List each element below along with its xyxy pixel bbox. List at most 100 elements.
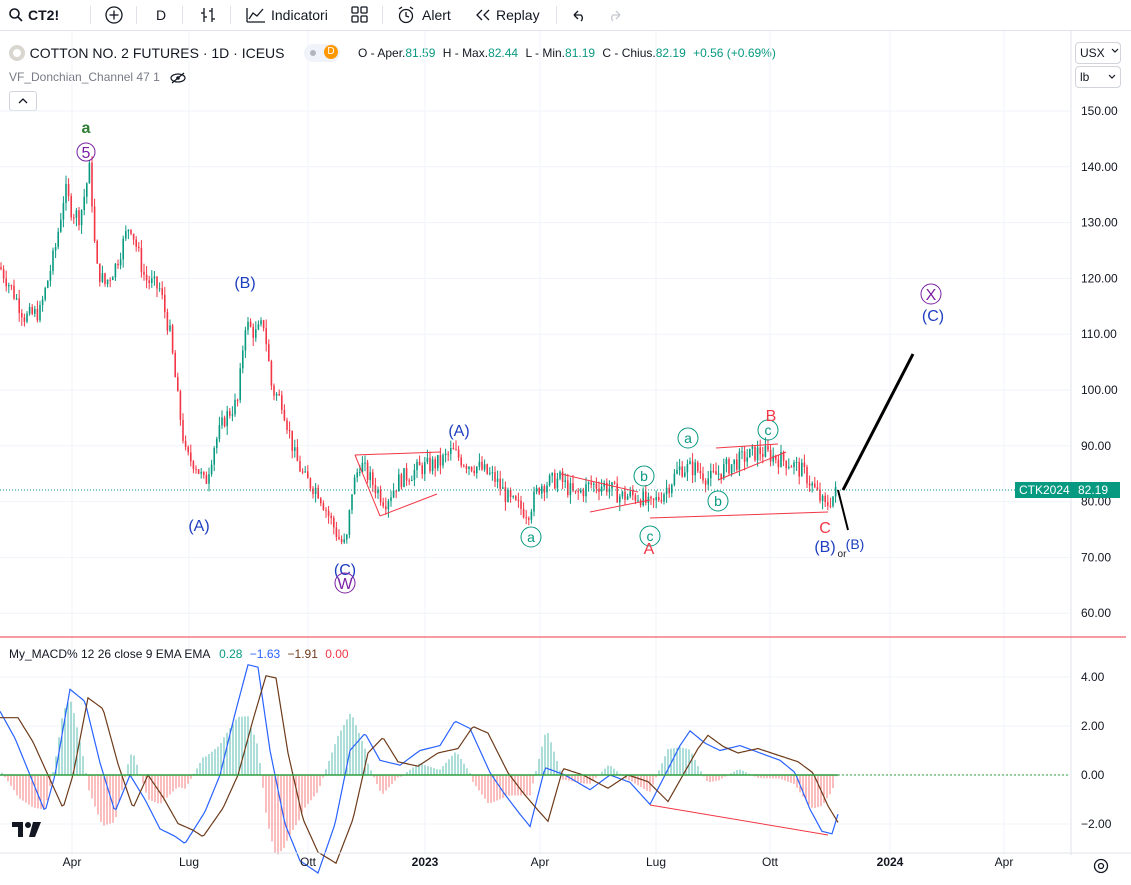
chevron-down-icon	[1111, 48, 1119, 53]
ohlc-values: O - Aper.81.59 H - Max.82.44 L - Min.81.…	[358, 46, 776, 60]
redo-button[interactable]	[606, 0, 624, 30]
candle-body	[132, 233, 135, 240]
wave-label-or: or	[838, 549, 848, 560]
indicators-button[interactable]: Indicatori	[245, 0, 328, 30]
undo-button[interactable]	[570, 0, 588, 30]
candle-body	[819, 489, 821, 501]
candle-body	[299, 461, 301, 472]
candle-body	[491, 472, 494, 474]
candle-body	[353, 477, 356, 495]
candle-body	[327, 510, 330, 516]
candle-body	[28, 307, 31, 314]
candle-body	[533, 491, 535, 512]
time-axis-label: 2024	[877, 855, 904, 869]
replay-button[interactable]: Replay	[474, 0, 540, 30]
candle-body	[57, 231, 59, 247]
candle-body	[307, 471, 309, 479]
wave-label-B: (B)	[846, 536, 865, 552]
symbol-search[interactable]: CT2!	[8, 0, 59, 30]
alert-label: Alert	[422, 7, 451, 23]
candle-body	[177, 377, 179, 392]
candle-body	[119, 259, 122, 266]
currency-select[interactable]: USX	[1075, 42, 1121, 64]
candle-body	[273, 385, 275, 396]
candle-body	[359, 471, 361, 473]
layouts-button[interactable]	[350, 0, 370, 30]
candle-body	[39, 305, 41, 321]
candle-body	[782, 451, 785, 461]
candle-body	[320, 498, 322, 504]
wave-label-a: a	[527, 529, 535, 545]
wave-label-b: b	[640, 468, 648, 484]
eye-hidden-icon[interactable]	[169, 71, 187, 85]
candle-body	[551, 473, 553, 476]
candle-body	[153, 276, 156, 279]
candle-body	[712, 470, 715, 472]
candle-body	[366, 462, 369, 481]
divider	[90, 6, 91, 24]
candle-body	[762, 454, 764, 457]
session-badge[interactable]: D	[304, 44, 340, 62]
candle-body	[192, 461, 195, 469]
top-toolbar: CT2! D Indicatori Alert Replay	[0, 0, 1131, 31]
candle-body	[723, 464, 725, 479]
candle-body	[96, 240, 98, 264]
candle-body	[244, 330, 247, 351]
candle-body	[741, 451, 743, 453]
candle-body	[827, 502, 829, 506]
candle-body	[478, 461, 481, 467]
price-axis-label: 100.00	[1081, 383, 1118, 397]
cotton-logo-icon	[9, 45, 25, 61]
price-axis-label: 70.00	[1081, 550, 1111, 564]
candle-body	[632, 491, 634, 496]
candle-body	[814, 483, 816, 488]
undo-icon	[573, 10, 583, 22]
chart-legend: COTTON NO. 2 FUTURES · 1D · ICEUS	[8, 44, 285, 62]
candle-body	[647, 496, 650, 503]
candle-body	[364, 462, 366, 464]
candle-body	[788, 466, 790, 469]
candle-body	[398, 474, 400, 492]
candle-body	[730, 464, 733, 474]
gear-icon[interactable]	[1092, 857, 1110, 875]
interval-button[interactable]: D	[156, 7, 167, 23]
donchian-label[interactable]: VF_Donchian_Channel 47 1	[9, 70, 160, 84]
candle-body	[564, 480, 566, 483]
high-label: H - Max.	[442, 46, 489, 60]
candle-body	[171, 325, 174, 353]
candle-body	[626, 496, 629, 500]
candle-body	[642, 491, 644, 506]
candle-body	[424, 462, 426, 475]
triangle-edge-line	[354, 454, 381, 517]
macd-divergence-line	[649, 804, 829, 836]
redo-icon	[611, 10, 621, 22]
candle-body	[112, 277, 114, 281]
add-symbol-button[interactable]	[104, 0, 124, 30]
candle-body	[83, 196, 85, 211]
candle-body	[434, 459, 436, 469]
unit-select[interactable]: lb	[1075, 66, 1121, 88]
candle-body	[8, 285, 10, 287]
candle-body	[652, 498, 655, 501]
macd-label[interactable]: My_MACD% 12 26 close 9 EMA EMA	[9, 647, 210, 661]
candle-body	[515, 496, 517, 500]
chart-type-button[interactable]	[198, 0, 218, 30]
alert-button[interactable]: Alert	[396, 0, 451, 30]
chevron-up-icon	[18, 98, 28, 104]
macd-axis-label: 2.00	[1081, 719, 1105, 733]
candle-body	[767, 445, 769, 451]
donchian-legend: VF_Donchian_Channel 47 1	[9, 70, 187, 85]
candle-body	[676, 470, 678, 474]
divider	[182, 6, 183, 24]
candle-body	[312, 488, 314, 495]
wave-label-c: c	[647, 528, 654, 544]
candle-body	[577, 491, 579, 493]
wave-circle	[76, 142, 96, 162]
candle-body	[213, 448, 215, 465]
candle-body	[561, 471, 564, 483]
candle-body	[296, 447, 299, 462]
candle-body	[31, 307, 33, 314]
candle-body	[80, 210, 83, 226]
symbol-title[interactable]: COTTON NO. 2 FUTURES · 1D · ICEUS	[29, 45, 285, 61]
